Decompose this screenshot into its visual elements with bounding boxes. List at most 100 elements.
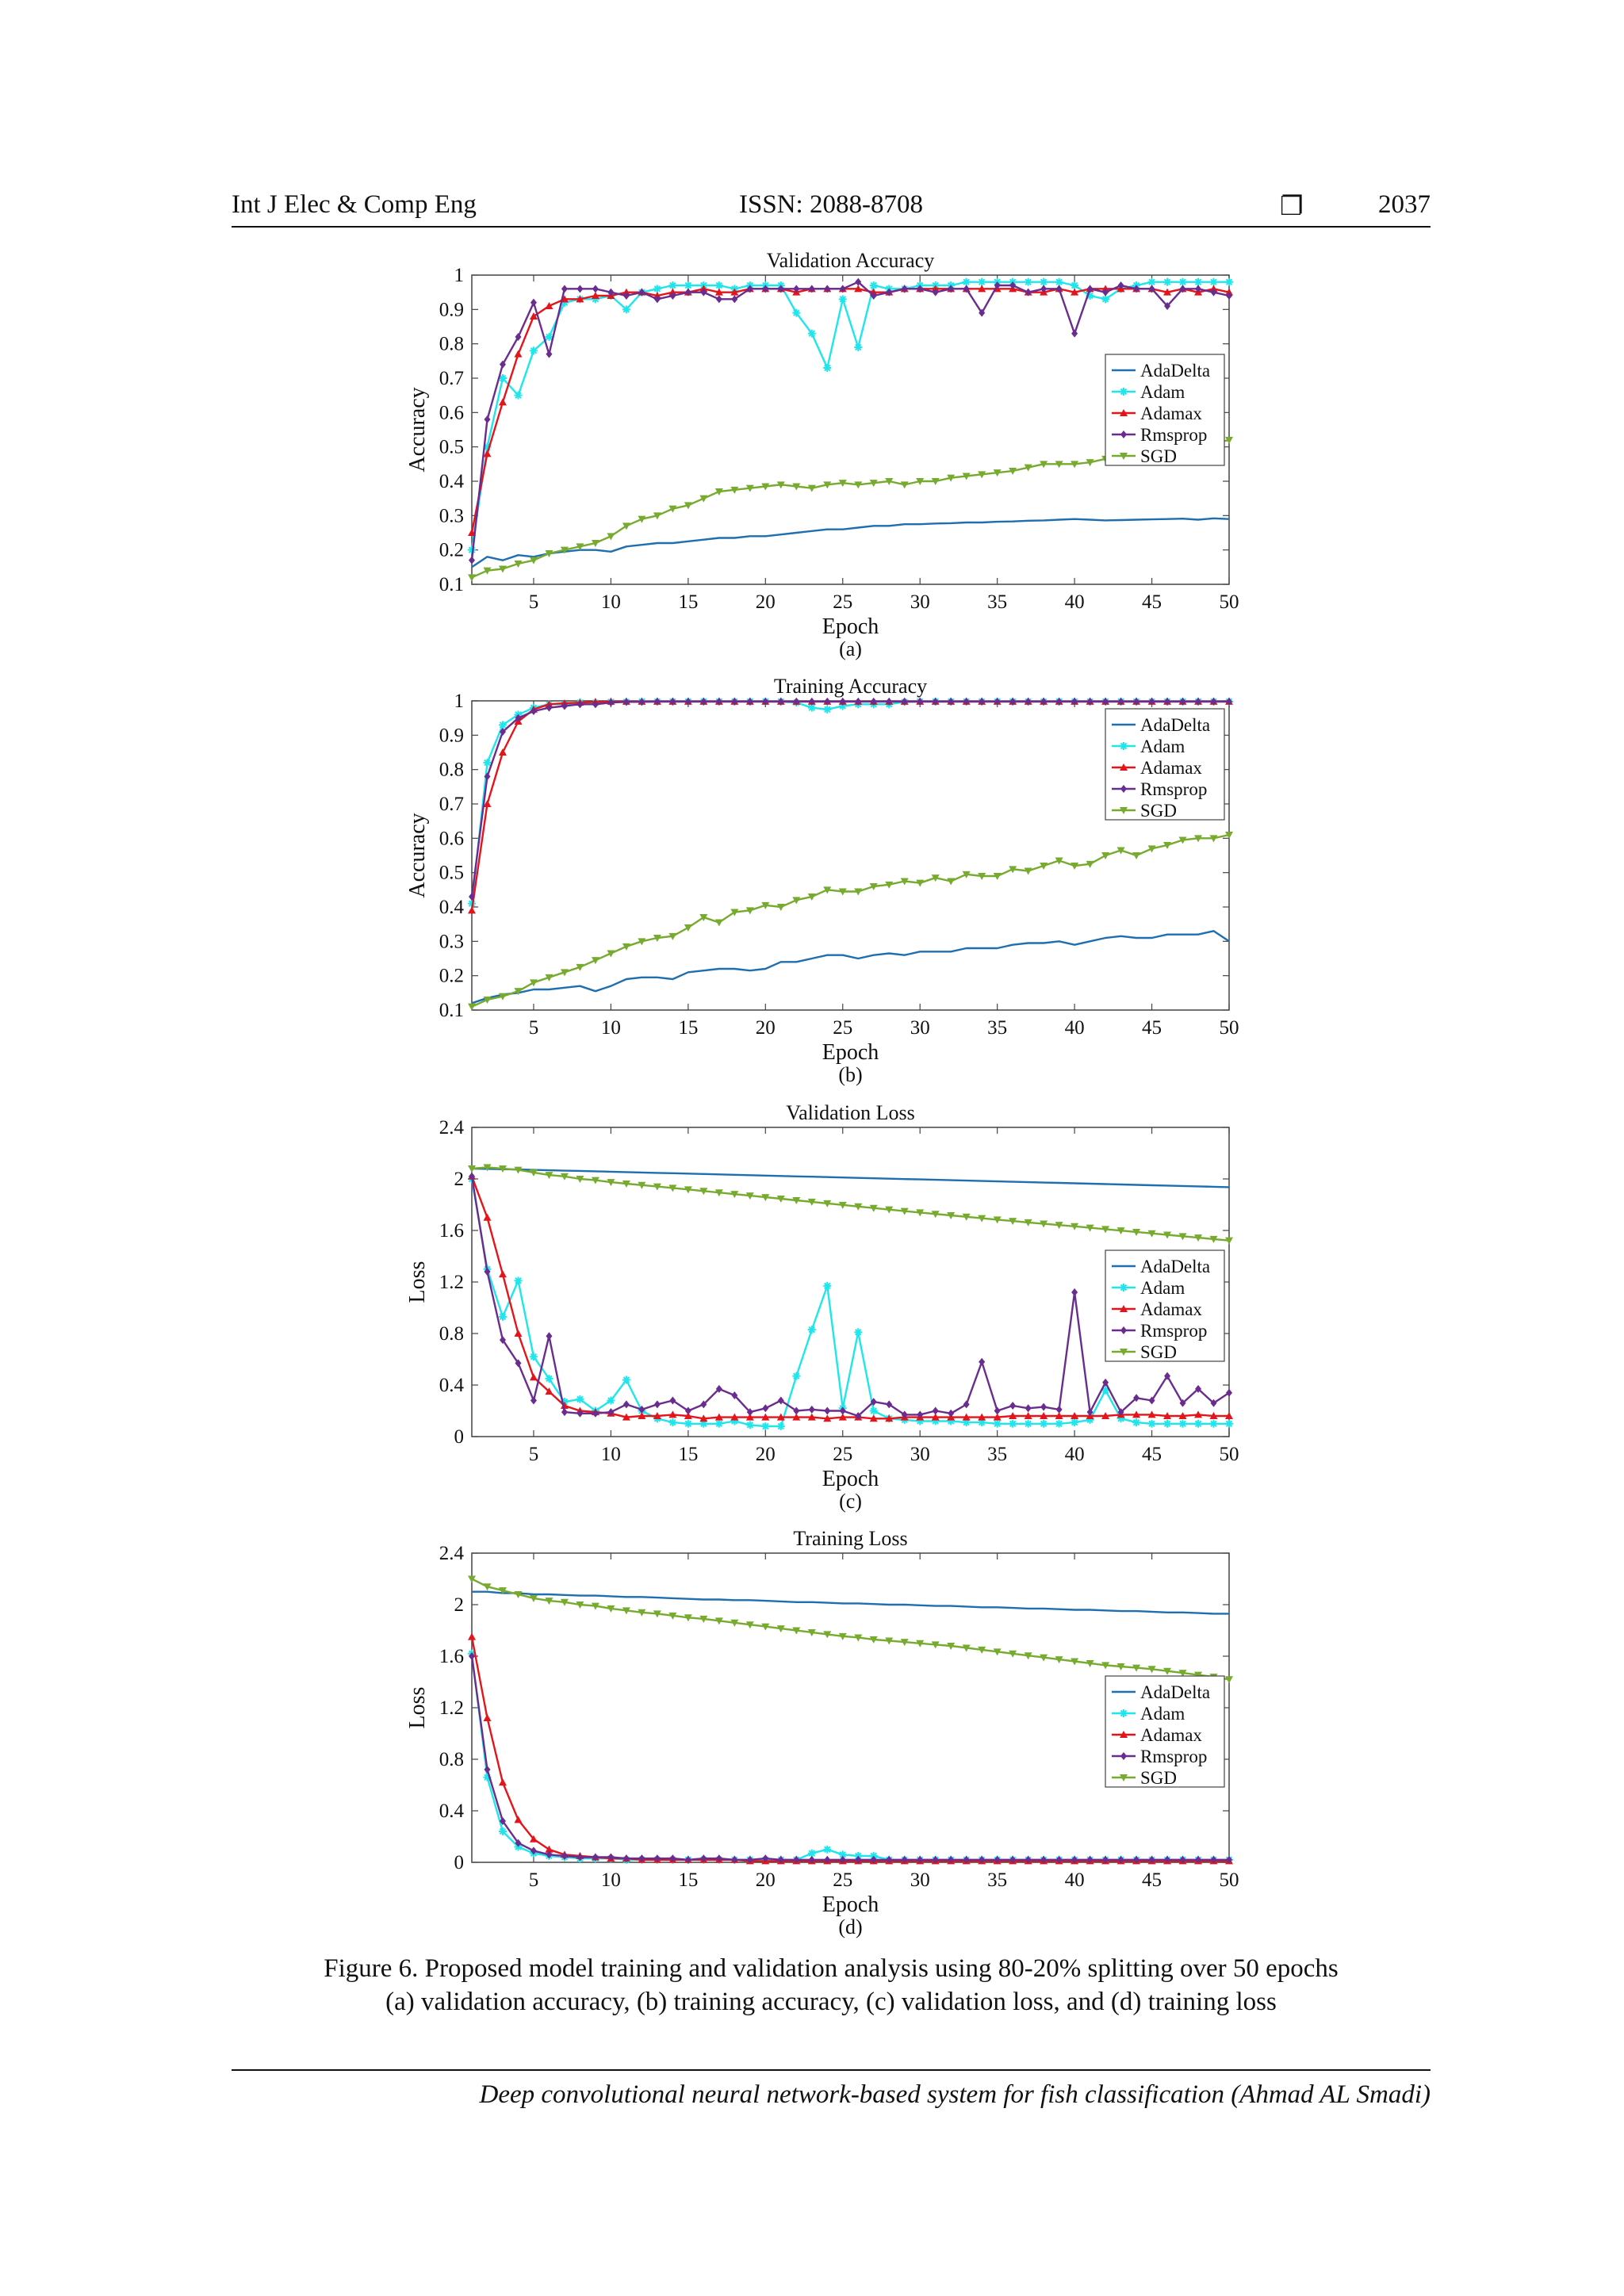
x-tick-label: 5 — [529, 1017, 539, 1039]
data-point-sgd — [838, 1632, 847, 1640]
data-point-sgd — [807, 1198, 816, 1206]
data-point-adam — [869, 1406, 878, 1415]
data-point-rmsprop — [808, 285, 815, 293]
data-point-sgd — [1071, 863, 1079, 870]
data-point-rmsprop — [793, 1855, 800, 1864]
data-point-adam — [1209, 277, 1218, 286]
data-point-adamax — [576, 295, 584, 303]
data-point-rmsprop — [1102, 288, 1109, 297]
series-line-sgd — [471, 1166, 1230, 1242]
data-point-sgd — [745, 907, 754, 915]
data-point-rmsprop — [855, 1855, 862, 1864]
data-point-adamax — [761, 1413, 770, 1421]
y-axis-label: Accuracy — [405, 387, 430, 472]
data-point-sgd — [1225, 1676, 1233, 1684]
data-point-sgd — [1101, 1226, 1110, 1234]
legend-marker-adamax — [1120, 1731, 1128, 1738]
data-point-adamax — [1009, 1412, 1017, 1419]
y-tick-label: 0 — [454, 1426, 465, 1448]
x-tick-label: 15 — [678, 1869, 698, 1891]
data-point-adam — [1116, 1414, 1125, 1423]
data-point-sgd — [1071, 1658, 1079, 1666]
data-point-rmsprop — [994, 1855, 1001, 1864]
data-point-sgd — [745, 1192, 754, 1200]
data-point-rmsprop — [684, 1855, 691, 1864]
legend-entry-adamax: Adamax — [1140, 1299, 1202, 1319]
data-point-rmsprop — [979, 1855, 986, 1864]
data-point-sgd — [468, 1575, 476, 1583]
data-point-rmsprop — [1164, 1855, 1171, 1864]
data-point-adam — [823, 1281, 832, 1290]
caption-line-1: Figure 6. Proposed model training and va… — [324, 1954, 1339, 1983]
chart-sublabel: (b) — [838, 1063, 862, 1086]
data-point-sgd — [684, 1614, 692, 1622]
data-point-sgd — [514, 1591, 523, 1598]
data-point-sgd — [730, 486, 739, 494]
data-point-rmsprop — [870, 292, 877, 300]
data-point-sgd — [885, 881, 894, 889]
data-point-rmsprop — [622, 698, 630, 706]
series-line-sgd — [471, 1578, 1230, 1681]
data-point-sgd — [823, 1200, 832, 1207]
data-point-sgd — [576, 963, 584, 971]
data-point-sgd — [807, 894, 816, 901]
data-point-sgd — [699, 495, 708, 503]
data-point-sgd — [653, 1183, 661, 1191]
x-tick-label: 35 — [987, 1869, 1007, 1891]
data-point-adamax — [1024, 1412, 1032, 1419]
data-point-adamax — [514, 1330, 523, 1337]
data-point-rmsprop — [592, 1409, 599, 1418]
legend-entry-adamax: Adamax — [1140, 404, 1202, 423]
data-point-adamax — [468, 906, 476, 914]
legend-marker-rmsprop — [1120, 430, 1127, 438]
legend-marker-rmsprop — [1120, 785, 1127, 793]
data-point-rmsprop — [638, 1405, 645, 1414]
data-point-sgd — [622, 522, 630, 530]
chart-title: Training Loss — [793, 1527, 907, 1550]
data-point-adam — [1040, 277, 1048, 286]
x-tick-label: 45 — [1142, 1017, 1162, 1039]
journal-name: Int J Elec & Comp Eng — [232, 190, 477, 219]
data-point-rmsprop — [948, 1855, 955, 1864]
data-point-rmsprop — [1226, 697, 1232, 706]
data-point-rmsprop — [561, 285, 568, 293]
data-point-adam — [993, 1419, 1002, 1428]
data-point-rmsprop — [1055, 1405, 1063, 1414]
data-point-sgd — [591, 1602, 599, 1610]
data-point-sgd — [931, 1641, 940, 1649]
data-point-adam — [916, 1417, 925, 1425]
data-point-sgd — [776, 1196, 785, 1203]
data-point-sgd — [900, 1639, 909, 1647]
data-point-rmsprop — [1164, 1372, 1171, 1380]
data-point-adam — [1178, 1419, 1187, 1428]
data-point-sgd — [1225, 1237, 1233, 1245]
data-point-rmsprop — [653, 1400, 661, 1409]
data-point-rmsprop — [948, 285, 955, 293]
legend-entry-sgd: SGD — [1140, 801, 1177, 821]
data-point-adamax — [1132, 1410, 1141, 1418]
data-point-rmsprop — [731, 1855, 738, 1864]
data-point-sgd — [591, 540, 599, 547]
data-point-rmsprop — [1025, 1404, 1032, 1413]
data-point-rmsprop — [746, 1855, 753, 1864]
data-point-sgd — [1055, 461, 1063, 469]
data-point-rmsprop — [1055, 285, 1063, 293]
data-point-rmsprop — [1164, 697, 1171, 706]
data-point-rmsprop — [638, 698, 645, 706]
data-point-sgd — [993, 1648, 1002, 1656]
x-axis-label: Epoch — [822, 1467, 879, 1491]
data-point-adamax — [514, 350, 523, 358]
data-point-rmsprop — [948, 697, 955, 706]
legend-entry-adam: Adam — [1140, 737, 1185, 756]
x-tick-label: 5 — [529, 1444, 539, 1465]
data-point-sgd — [869, 480, 878, 488]
chart-training-loss: Training Loss 0 0.4 0.8 1.2 1.6 2 2.4 5 10 15 20 25 3… — [396, 1520, 1269, 1944]
data-point-adam — [1086, 292, 1094, 300]
data-point-sgd — [576, 543, 584, 551]
y-axis-label: Loss — [405, 1261, 430, 1303]
legend-entry-rmsprop: Rmsprop — [1140, 425, 1207, 445]
y-tick-label: 0.2 — [439, 540, 464, 561]
data-point-sgd — [591, 1177, 599, 1184]
data-point-rmsprop — [839, 697, 846, 706]
page-footer: Deep convolutional neural network-based … — [479, 2080, 1431, 2109]
